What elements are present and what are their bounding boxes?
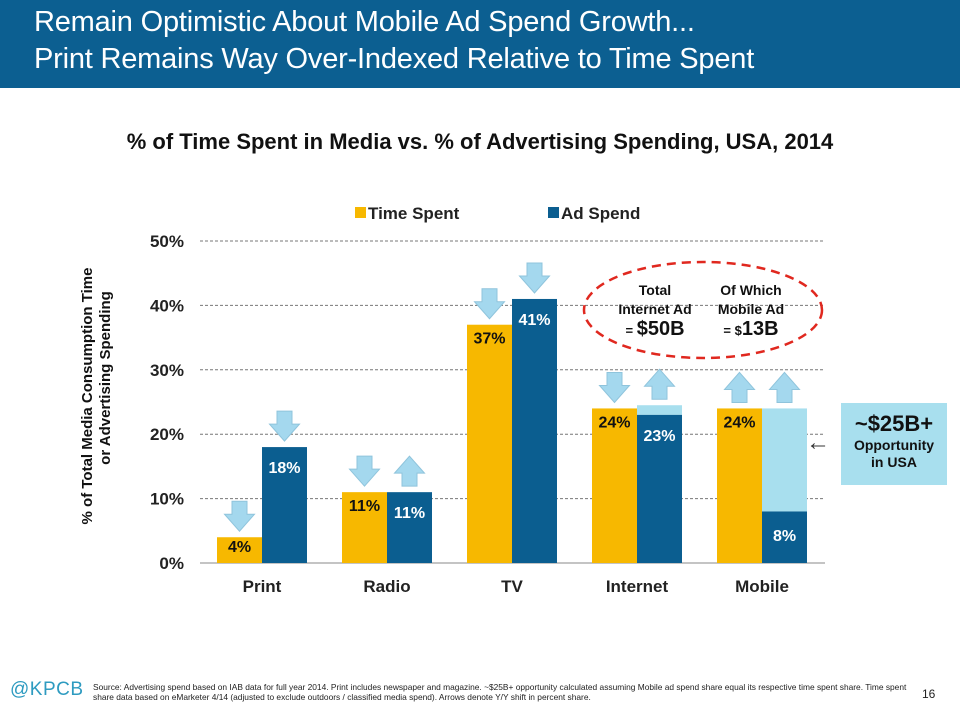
slide-title-line-2: Print Remains Way Over-Indexed Relative … (34, 43, 755, 75)
bar-time-spent (217, 537, 262, 563)
data-label-ad-spend: 41% (518, 312, 550, 329)
opportunity-pointer-arrow: ← (806, 429, 830, 456)
bar-opportunity-extension (637, 405, 682, 415)
callout-mobile-value: = $13B (723, 318, 779, 340)
opportunity-box: ~$25B+ Opportunity in USA (841, 403, 947, 485)
data-label-time-spent: 37% (473, 331, 505, 348)
y-axis-label-line-2: or Advertising Spending (97, 291, 114, 465)
bar-ad-spend (262, 447, 307, 563)
bar-time-spent (342, 492, 387, 563)
chart-title: % of Time Spent in Media vs. % of Advert… (126, 129, 834, 154)
opportunity-label-2: in USA (871, 454, 917, 470)
yoy-arrow-ad-spend (768, 371, 801, 403)
data-label-time-spent: 24% (598, 414, 630, 431)
yoy-arrow-ad-spend (268, 410, 301, 442)
data-label-ad-spend: 11% (394, 505, 425, 522)
bar-time-spent (592, 408, 637, 563)
y-tick-label: 0% (159, 554, 184, 573)
opportunity-label-1: Opportunity (853, 437, 935, 453)
callout-total-value: = $50B (625, 318, 685, 340)
callout-mobile-line-2: Mobile Ad (717, 301, 785, 317)
callout-mobile-line-1: Of Which (720, 282, 782, 298)
x-tick-label: TV (501, 577, 523, 596)
y-tick-label: 40% (150, 296, 184, 315)
data-label-ad-spend: 8% (773, 528, 796, 545)
yoy-arrow-time-spent (348, 455, 381, 487)
yoy-arrow-time-spent (598, 371, 631, 404)
bar-opportunity-extension (762, 408, 807, 512)
y-tick-label: 10% (150, 490, 184, 509)
yoy-arrow-time-spent (473, 288, 506, 320)
data-label-time-spent: 4% (228, 539, 251, 556)
opportunity-value: ~$25B+ (854, 411, 934, 436)
x-tick-label: Print (243, 577, 282, 596)
callout-total-line-1: Total (638, 282, 672, 298)
y-tick-label: 20% (150, 425, 184, 444)
data-label-time-spent: 11% (349, 498, 380, 515)
legend-swatch (548, 207, 559, 218)
bar-ad-spend (512, 298, 557, 563)
slide-header: Remain Optimistic About Mobile Ad Spend … (0, 0, 960, 88)
y-axis-label-line-1: % of Total Media Consumption Time (79, 268, 96, 525)
legend-label: Ad Spend (561, 204, 640, 223)
yoy-arrow-ad-spend (393, 455, 426, 487)
legend-swatch (355, 207, 366, 218)
yoy-arrow-ad-spend (518, 262, 551, 294)
data-label-ad-spend: 23% (643, 428, 675, 445)
x-tick-label: Internet (606, 577, 669, 596)
bar-time-spent (717, 408, 762, 563)
yoy-arrow-ad-spend (643, 368, 676, 400)
callout-ellipse (582, 260, 824, 360)
x-tick-label: Mobile (735, 577, 789, 596)
data-label-time-spent: 24% (723, 414, 755, 431)
source-note: Source: Advertising spend based on IAB d… (93, 682, 907, 702)
yoy-arrow-time-spent (223, 500, 256, 532)
slide-title-line-1: Remain Optimistic About Mobile Ad Spend … (34, 6, 695, 38)
data-label-ad-spend: 18% (268, 460, 300, 477)
bar-ad-spend (637, 414, 682, 563)
x-tick-label: Radio (363, 577, 410, 596)
bar-time-spent (467, 324, 512, 563)
bar-ad-spend (762, 511, 807, 563)
yoy-arrow-time-spent (723, 371, 756, 403)
bar-ad-spend (387, 492, 432, 563)
y-tick-label: 50% (150, 232, 184, 251)
legend-label: Time Spent (368, 204, 460, 223)
kpcb-logo: @KPCB (10, 679, 84, 700)
y-tick-label: 30% (150, 361, 184, 380)
callout-total-line-2: Internet Ad (618, 301, 692, 317)
page-number: 16 (922, 687, 936, 701)
